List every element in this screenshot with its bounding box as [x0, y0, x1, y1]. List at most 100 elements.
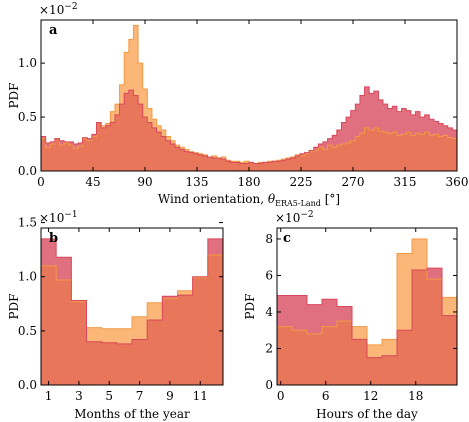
bar-excess — [452, 130, 458, 139]
bar-excess — [170, 140, 176, 145]
bar-excess — [295, 154, 301, 156]
bar-excess — [420, 117, 425, 135]
bar-overlap — [267, 162, 273, 171]
bar-overlap — [147, 122, 153, 171]
bar-overlap — [336, 145, 342, 171]
bar-excess — [128, 39, 134, 91]
y-tick-label: 6 — [265, 268, 273, 282]
bar-excess — [258, 162, 264, 164]
bar-excess — [313, 147, 319, 151]
bar-excess — [101, 328, 118, 343]
bar-overlap — [307, 333, 323, 385]
bar-excess — [179, 147, 185, 150]
x-tick-label: 18 — [408, 389, 423, 403]
bar-excess — [383, 104, 388, 133]
bar-overlap — [355, 136, 361, 171]
panel-label: a — [49, 23, 58, 38]
y-tick-label: 0.5 — [18, 110, 37, 124]
bar-overlap — [299, 155, 305, 171]
bar-overlap — [290, 158, 296, 171]
bar-overlap — [161, 136, 167, 171]
y-tick-label: 0 — [265, 378, 273, 392]
bar-overlap — [383, 132, 388, 171]
bar-excess — [119, 84, 125, 105]
bar-overlap — [225, 161, 231, 171]
bar-overlap — [68, 145, 74, 171]
x-tick-label: 0 — [37, 175, 45, 189]
bar-excess — [162, 296, 178, 299]
bar-overlap — [262, 162, 268, 171]
x-tick-label: 315 — [394, 175, 417, 189]
bar-overlap — [170, 144, 176, 171]
scale-exponent: −2 — [64, 2, 77, 12]
bar-overlap — [147, 320, 163, 385]
bar-overlap — [193, 153, 199, 171]
bar-excess — [156, 125, 162, 133]
bar-excess — [244, 161, 250, 164]
bar-overlap — [258, 163, 264, 171]
bar-overlap — [91, 136, 97, 171]
series-outline-pink — [276, 267, 458, 385]
bar-overlap — [216, 158, 222, 171]
bar-excess — [412, 238, 428, 270]
bar-overlap — [327, 145, 333, 171]
axes-frame — [276, 227, 458, 386]
bar-excess — [396, 111, 402, 136]
bar-overlap — [352, 339, 368, 385]
bar-overlap — [359, 133, 365, 171]
bar-excess — [267, 161, 273, 163]
bar-excess — [161, 130, 167, 137]
bar-overlap — [86, 341, 102, 385]
bar-excess — [309, 150, 315, 152]
bar-excess — [142, 89, 148, 118]
bar-excess — [359, 95, 365, 134]
bar-overlap — [346, 142, 351, 171]
bar-overlap — [230, 162, 236, 171]
bar-overlap — [401, 134, 407, 171]
bar-excess — [124, 52, 130, 94]
bar-excess — [116, 328, 133, 344]
bar-excess — [292, 295, 308, 331]
bar-overlap — [175, 147, 180, 171]
bar-excess — [332, 135, 338, 148]
bar-excess — [105, 123, 111, 126]
bar-overlap — [382, 355, 398, 385]
bar-overlap — [253, 163, 259, 171]
bar-excess — [41, 136, 46, 139]
bar-overlap — [244, 163, 250, 171]
bar-excess — [382, 339, 398, 356]
bar-overlap — [162, 298, 178, 385]
bar-overlap — [202, 155, 208, 171]
bar-overlap — [138, 104, 143, 171]
y-tick-label: 8 — [265, 232, 273, 246]
bar-excess — [198, 153, 204, 155]
bar-overlap — [82, 138, 88, 171]
bar-overlap — [41, 265, 57, 385]
y-tick-label: 1.0 — [18, 270, 37, 284]
bar-excess — [397, 253, 413, 331]
bar-overlap — [332, 147, 338, 171]
bar-excess — [91, 134, 97, 137]
bar-overlap — [292, 330, 308, 385]
bar-overlap — [373, 127, 379, 171]
bar-overlap — [452, 138, 458, 171]
x-tick-label: 3 — [75, 389, 83, 403]
bar-overlap — [309, 151, 315, 171]
bar-overlap — [71, 301, 87, 385]
x-tick-label: 9 — [166, 389, 174, 403]
bar-overlap — [101, 342, 118, 385]
bar-overlap — [179, 149, 185, 171]
bar-overlap — [396, 135, 402, 171]
x-tick-label: 225 — [290, 175, 313, 189]
bar-excess — [427, 268, 443, 280]
bar-overlap — [429, 135, 435, 171]
series-outline-pink — [40, 86, 458, 171]
series-outline-orange — [40, 24, 458, 171]
bar-excess — [114, 104, 120, 115]
bar-overlap — [295, 155, 301, 171]
bar-overlap — [337, 321, 353, 385]
bar-excess — [87, 138, 93, 141]
bar-excess — [327, 138, 333, 146]
bar-excess — [415, 111, 421, 134]
bar-excess — [41, 238, 57, 266]
